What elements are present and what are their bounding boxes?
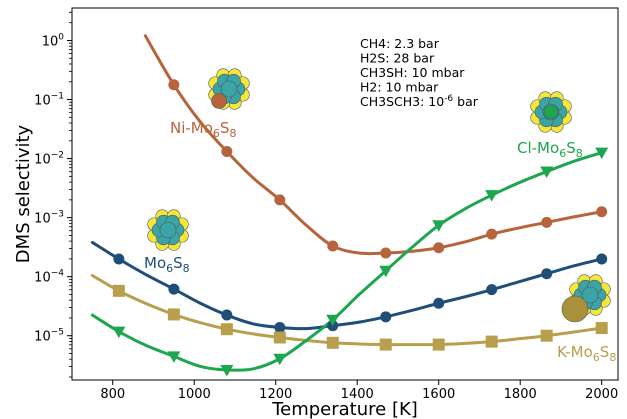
- y-tick-label: 10−1: [34, 92, 64, 109]
- dopant-atom: [561, 295, 589, 323]
- molybdenum-atom: [159, 221, 177, 239]
- condition-line: H2: 10 mbar: [360, 80, 439, 95]
- data-point-k-mo6s8: [540, 329, 553, 342]
- data-point-mo6s8: [221, 309, 233, 321]
- series-markers: [112, 79, 609, 377]
- y-tick-label: 100: [42, 32, 65, 49]
- x-tick-label: 800: [100, 387, 125, 402]
- data-point-ni-mo6s8: [380, 247, 392, 259]
- plot-frame: [71, 7, 619, 381]
- data-point-k-mo6s8: [432, 338, 445, 351]
- data-point-cl-mo6s8: [112, 326, 126, 339]
- data-point-k-mo6s8: [112, 284, 125, 297]
- data-point-k-mo6s8: [273, 331, 286, 344]
- data-point-cl-mo6s8: [485, 190, 499, 202]
- dopant-atom: [543, 104, 559, 120]
- data-point-cl-mo6s8: [220, 364, 234, 377]
- data-point-k-mo6s8: [167, 308, 180, 321]
- data-point-cl-mo6s8: [432, 220, 446, 232]
- data-point-mo6s8: [596, 253, 608, 265]
- condition-line: CH4: 2.3 bar: [360, 36, 440, 51]
- data-point-ni-mo6s8: [433, 242, 445, 254]
- cluster-icon-mo: [147, 209, 189, 251]
- data-point-ni-mo6s8: [596, 206, 608, 218]
- data-point-mo6s8: [380, 311, 392, 323]
- data-point-mo6s8: [541, 268, 553, 280]
- data-point-k-mo6s8: [326, 336, 339, 349]
- data-point-cl-mo6s8: [540, 166, 554, 179]
- cluster-icon-cl: [530, 91, 572, 133]
- y-axis-title: DMS selectivity: [13, 124, 34, 263]
- data-point-mo6s8: [433, 297, 445, 309]
- molybdenum-atom: [581, 286, 599, 304]
- x-tick-label: 1800: [504, 387, 537, 402]
- data-point-mo6s8: [274, 321, 286, 333]
- y-tick-label: 10−4: [34, 269, 64, 286]
- data-point-ni-mo6s8: [327, 240, 339, 252]
- data-point-cl-mo6s8: [595, 147, 609, 160]
- axes: 800 1000 1200 1400 1600 1800 2000 100 10−1 10−2 10…: [13, 7, 619, 419]
- data-point-mo6s8: [168, 283, 180, 295]
- x-axis-title: Temperature [K]: [271, 399, 418, 419]
- cluster-icon-ni: [208, 68, 250, 110]
- series-labels: Ni-Mo6S8 Mo6S8 K-Mo6S8 Cl-Mo6S8: [144, 119, 616, 364]
- dopant-atom: [211, 93, 227, 109]
- y-tick-label: 10−2: [34, 151, 64, 168]
- series-label-cl-mo6s8: Cl-Mo6S8: [517, 139, 583, 160]
- data-point-ni-mo6s8: [274, 194, 286, 206]
- molybdenum-atom: [220, 80, 238, 98]
- data-point-ni-mo6s8: [486, 228, 498, 240]
- x-tick-label: 1200: [259, 387, 292, 402]
- data-point-cl-mo6s8: [326, 314, 340, 327]
- y-tick-label: 10−3: [34, 210, 64, 227]
- data-point-ni-mo6s8: [168, 79, 180, 91]
- condition-line: CH3SCH3: 10-6 bar: [360, 94, 479, 109]
- data-point-ni-mo6s8: [221, 145, 233, 157]
- cluster-icon-k: [561, 274, 611, 323]
- data-point-k-mo6s8: [220, 323, 233, 336]
- series-label-mo6s8: Mo6S8: [144, 254, 190, 275]
- y-tick-label: 10−5: [34, 328, 64, 345]
- data-point-mo6s8: [113, 253, 125, 265]
- data-point-cl-mo6s8: [273, 353, 287, 366]
- data-point-k-mo6s8: [379, 338, 392, 351]
- data-point-k-mo6s8: [595, 322, 608, 335]
- data-point-cl-mo6s8: [167, 351, 181, 363]
- condition-line: CH3SH: 10 mbar: [360, 65, 465, 80]
- data-point-k-mo6s8: [485, 335, 498, 348]
- condition-line: H2S: 28 bar: [360, 51, 435, 66]
- x-tick-label: 1000: [178, 387, 211, 402]
- x-tick-label: 2000: [585, 387, 618, 402]
- series-label-k-mo6s8: K-Mo6S8: [557, 343, 616, 364]
- series-label-ni-mo6s8: Ni-Mo6S8: [170, 119, 236, 140]
- x-tick-label: 1400: [341, 387, 374, 402]
- cluster-icons: [147, 68, 611, 323]
- data-point-mo6s8: [486, 284, 498, 296]
- data-point-cl-mo6s8: [379, 265, 393, 278]
- data-point-ni-mo6s8: [541, 216, 553, 228]
- x-tick-label: 1600: [422, 387, 455, 402]
